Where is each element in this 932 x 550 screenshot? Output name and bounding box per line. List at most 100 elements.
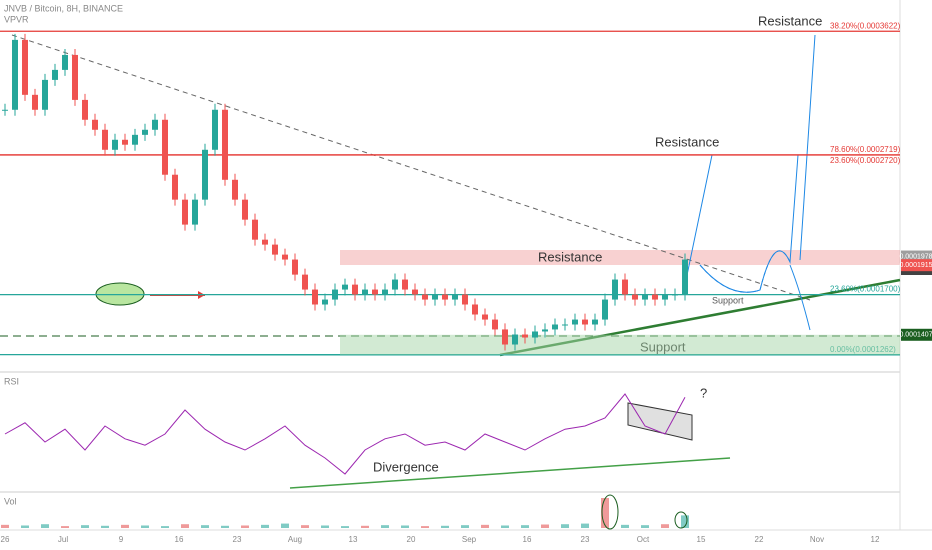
volume-highlight xyxy=(601,494,619,530)
x-tick-label: Nov xyxy=(810,535,824,544)
candle xyxy=(342,284,348,290)
x-tick-label: 12 xyxy=(871,535,880,544)
candle xyxy=(282,254,288,260)
candle xyxy=(192,199,198,225)
x-tick-label: 20 xyxy=(407,535,416,544)
volume-bar xyxy=(81,525,89,528)
volume-bar xyxy=(481,524,489,528)
candle xyxy=(492,319,498,330)
candle xyxy=(212,109,218,150)
volume-bar xyxy=(241,525,249,528)
volume-bar xyxy=(681,515,689,528)
candle xyxy=(152,119,158,130)
x-tick-label: 22 xyxy=(755,535,764,544)
volume-bar xyxy=(501,525,509,528)
candle xyxy=(542,329,548,332)
candle xyxy=(292,259,298,275)
candle xyxy=(432,294,438,300)
candle xyxy=(202,149,208,200)
candle xyxy=(582,319,588,325)
fib-label: 23.60%(0.0002720) xyxy=(830,156,901,165)
candle xyxy=(502,329,508,345)
candle xyxy=(672,294,678,296)
candle xyxy=(572,319,578,325)
x-tick-label: 16 xyxy=(175,535,184,544)
volume-bar xyxy=(361,525,369,528)
chart-title: JNVB / Bitcoin, 8H, BINANCE xyxy=(4,3,123,13)
volume-bar xyxy=(381,525,389,528)
volume-bar xyxy=(581,523,589,528)
x-tick-label: 23 xyxy=(581,535,590,544)
price-label-bg xyxy=(901,250,932,263)
candle xyxy=(682,259,688,295)
candle xyxy=(442,294,448,300)
volume-bar xyxy=(181,524,189,528)
candle xyxy=(412,289,418,295)
candle xyxy=(262,239,268,245)
candle xyxy=(302,274,308,290)
price-label: 0.0001915 xyxy=(899,262,932,269)
volume-bar xyxy=(41,524,49,528)
x-tick-label: 16 xyxy=(523,535,532,544)
candle xyxy=(422,294,428,300)
candle xyxy=(622,279,628,295)
candle xyxy=(22,39,28,95)
volume-bar xyxy=(221,525,229,528)
support-zone xyxy=(340,334,900,355)
x-tick-label: Oct xyxy=(637,535,650,544)
candle xyxy=(532,331,538,338)
x-tick-label: 13 xyxy=(349,535,358,544)
volume-highlight xyxy=(95,282,145,306)
projection-paths xyxy=(685,34,816,331)
x-tick-label: Sep xyxy=(462,535,477,544)
volume-label: Vol xyxy=(4,496,17,506)
candle xyxy=(522,334,528,338)
candle xyxy=(92,119,98,130)
candle xyxy=(472,304,478,315)
candle xyxy=(592,319,598,325)
x-tick-label: Jul xyxy=(58,535,68,544)
annotation: Resistance xyxy=(758,13,822,28)
candle xyxy=(662,294,668,300)
volume-bar xyxy=(261,524,269,528)
volume-bar xyxy=(301,525,309,528)
candle xyxy=(112,139,118,150)
candle xyxy=(612,279,618,300)
volume-bar xyxy=(101,525,109,528)
volume-bar xyxy=(641,525,649,528)
volume-bar xyxy=(401,525,409,528)
candle xyxy=(62,54,68,70)
volume-bar xyxy=(281,523,289,528)
volume-bar xyxy=(121,524,129,528)
candle xyxy=(242,199,248,220)
candle xyxy=(182,199,188,225)
candle xyxy=(562,324,568,326)
candle xyxy=(512,334,518,345)
candle xyxy=(312,289,318,305)
x-tick-label: 23 xyxy=(233,535,242,544)
candle xyxy=(42,79,48,110)
volume-bar xyxy=(621,524,629,528)
volume-bar xyxy=(421,526,429,528)
x-tick-label: 9 xyxy=(119,535,124,544)
annotation: ? xyxy=(700,385,707,400)
x-tick-label: 15 xyxy=(697,535,706,544)
candle xyxy=(72,54,78,100)
volume-bar xyxy=(561,524,569,528)
candle xyxy=(2,109,8,111)
annotation: Divergence xyxy=(373,459,439,474)
candle xyxy=(652,294,658,300)
annotation: Resistance xyxy=(538,249,602,264)
candle xyxy=(132,134,138,145)
volume-bar xyxy=(21,525,29,528)
volume-bar xyxy=(201,525,209,528)
candle xyxy=(252,219,258,240)
indicator-label: VPVR xyxy=(4,14,29,24)
candle xyxy=(372,289,378,295)
projection-dashed xyxy=(699,250,791,293)
candle xyxy=(642,294,648,300)
volume-bar xyxy=(1,524,9,528)
volume-highlight xyxy=(674,511,688,529)
candle xyxy=(172,174,178,200)
